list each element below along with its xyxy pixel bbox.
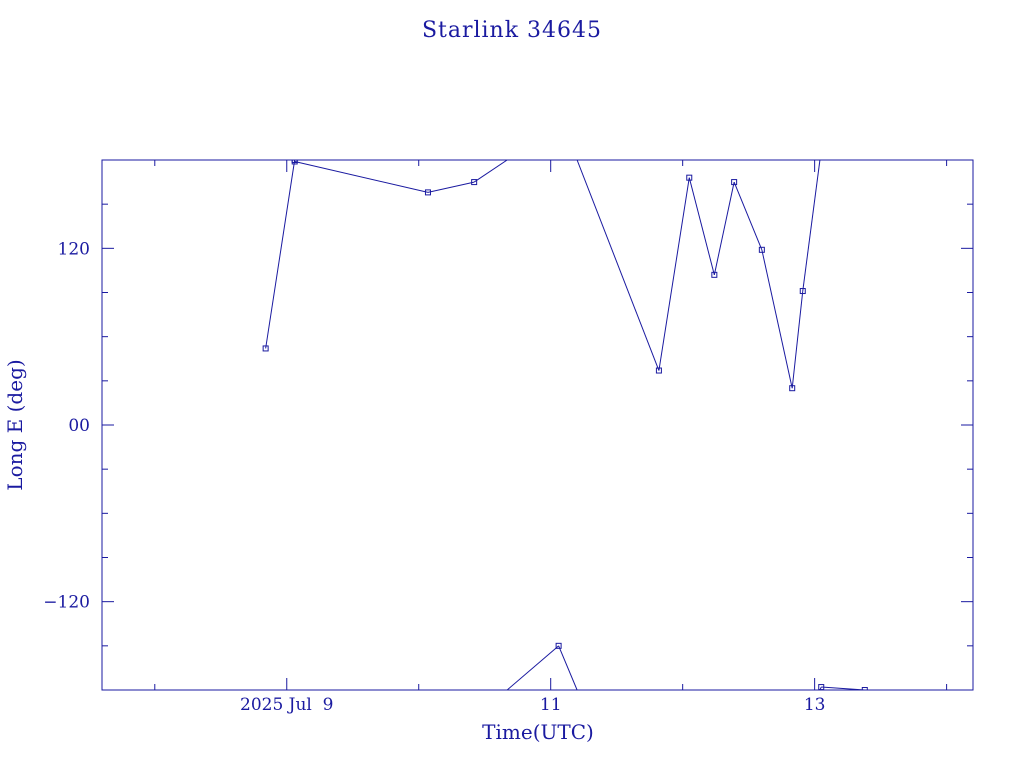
tick-marks — [102, 160, 973, 690]
series-line-segment — [576, 160, 660, 371]
x-tick-label: 2025 Jul 9 — [240, 695, 334, 715]
data-point — [555, 642, 562, 649]
series-line-segment — [294, 160, 429, 193]
data-point — [424, 189, 431, 196]
x-tick-label: 11 — [540, 695, 562, 715]
series-line-segment — [802, 160, 821, 292]
y-axis-label: Long E (deg) — [3, 359, 27, 490]
series-line-segment — [427, 181, 475, 193]
series-line-segment — [558, 645, 578, 690]
series-line-segment — [791, 290, 804, 389]
series-line-segment — [713, 181, 735, 275]
data-point — [861, 687, 868, 690]
data-point — [818, 684, 825, 690]
series-0 — [262, 160, 868, 690]
data-point — [731, 179, 738, 186]
series-line-segment — [821, 686, 865, 690]
series-line-segment — [506, 645, 559, 690]
data-point — [711, 271, 718, 278]
y-tick-label: 120 — [58, 239, 90, 259]
series-line-segment — [265, 160, 296, 349]
data-point — [262, 345, 269, 352]
series-line-segment — [658, 177, 690, 371]
data-point — [686, 174, 693, 181]
data-point — [655, 367, 662, 374]
x-tick-label: 13 — [804, 695, 826, 715]
x-axis-label: Time(UTC) — [482, 720, 594, 744]
series-line-segment — [761, 249, 793, 389]
data-point — [789, 385, 796, 392]
series-line-segment — [688, 177, 715, 275]
series-line-segment — [473, 160, 508, 183]
y-tick-label: −120 — [43, 593, 90, 613]
series-line-segment — [733, 181, 763, 250]
tick-labels: 2025 Jul 9 11 13 120 00 −120 — [43, 239, 825, 715]
chart-title: Starlink 34645 — [422, 18, 602, 43]
data-point — [799, 288, 806, 295]
data-point — [291, 160, 298, 163]
data-point — [291, 160, 298, 165]
data-point — [471, 179, 478, 186]
series-layer — [262, 160, 868, 690]
data-point — [758, 246, 765, 253]
plot-frame — [101, 159, 974, 691]
y-tick-label: 00 — [68, 416, 90, 436]
